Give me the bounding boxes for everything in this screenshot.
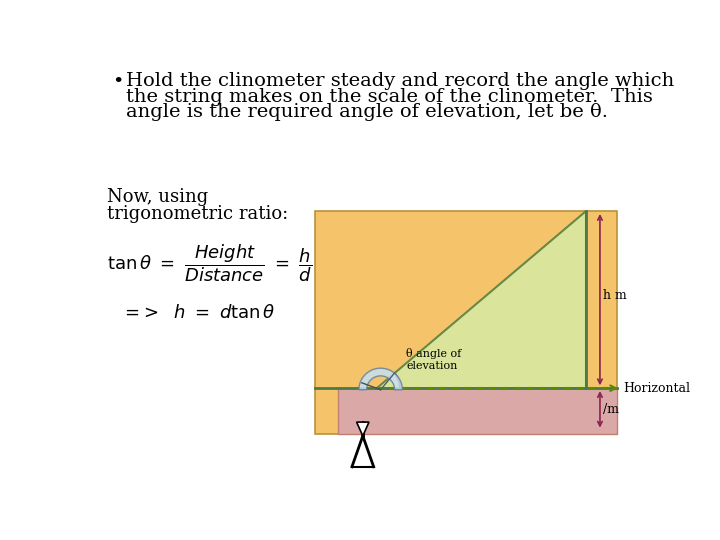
Text: h m: h m bbox=[603, 289, 627, 302]
Text: Hold the clinometer steady and record the angle which: Hold the clinometer steady and record th… bbox=[126, 72, 674, 91]
Bar bbox=[338, 388, 617, 434]
Text: Horizontal: Horizontal bbox=[624, 382, 690, 395]
Text: θ angle of
elevation: θ angle of elevation bbox=[406, 348, 462, 372]
Text: the string makes on the scale of the clinometer.  This: the string makes on the scale of the cli… bbox=[126, 88, 652, 106]
Text: trigonometric ratio:: trigonometric ratio: bbox=[107, 205, 288, 223]
Text: angle is the required angle of elevation, let be θ.: angle is the required angle of elevation… bbox=[126, 103, 608, 122]
Text: •: • bbox=[112, 72, 123, 91]
Polygon shape bbox=[377, 211, 586, 388]
Text: $\tan\theta\ =\ \dfrac{\mathit{Height}}{\mathit{Distance}}\ =\ \dfrac{h}{d}$: $\tan\theta\ =\ \dfrac{\mathit{Height}}{… bbox=[107, 242, 312, 284]
Bar bbox=[315, 211, 617, 434]
Polygon shape bbox=[359, 368, 402, 390]
Text: Now, using: Now, using bbox=[107, 188, 208, 206]
Polygon shape bbox=[356, 422, 369, 436]
Text: /m: /m bbox=[603, 403, 619, 416]
Text: $=\!>\ \ h\ =\ d\tan\theta$: $=\!>\ \ h\ =\ d\tan\theta$ bbox=[121, 303, 276, 321]
